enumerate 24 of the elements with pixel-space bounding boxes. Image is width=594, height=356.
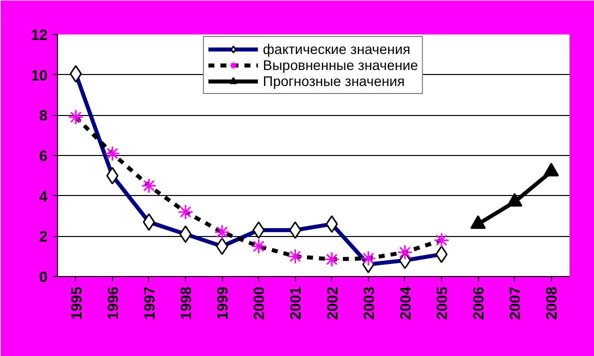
legend-label: фактические значения (262, 41, 410, 57)
x-tick-label: 2005 (434, 286, 451, 320)
y-tick-label: 6 (39, 148, 48, 165)
x-tick-label: 2003 (360, 286, 378, 320)
x-tick-label: 1997 (141, 286, 158, 320)
legend-label: Выровненные значение (262, 57, 418, 73)
x-tick-label: 2004 (397, 286, 414, 320)
x-tick-label: 2001 (288, 286, 305, 320)
x-tick-label: 1996 (104, 286, 122, 320)
x-tick-label: 1995 (68, 286, 86, 320)
x-tick-label: 2007 (507, 286, 524, 320)
y-tick-label: 2 (39, 228, 48, 246)
y-tick-label: 12 (30, 27, 48, 44)
y-tick-label: 0 (39, 269, 48, 286)
y-tick-label: 8 (39, 108, 48, 125)
x-tick-label: 1998 (178, 286, 195, 320)
y-tick-label: 10 (30, 67, 48, 84)
x-tick-label: 1999 (214, 286, 232, 320)
legend-label: Прогнозные значения (262, 73, 405, 89)
x-tick-label: 2006 (470, 286, 488, 320)
x-tick-label: 2008 (544, 286, 561, 320)
x-tick-label: 2002 (324, 286, 342, 320)
x-tick-label: 2000 (251, 286, 268, 320)
y-tick-label: 4 (39, 188, 48, 206)
